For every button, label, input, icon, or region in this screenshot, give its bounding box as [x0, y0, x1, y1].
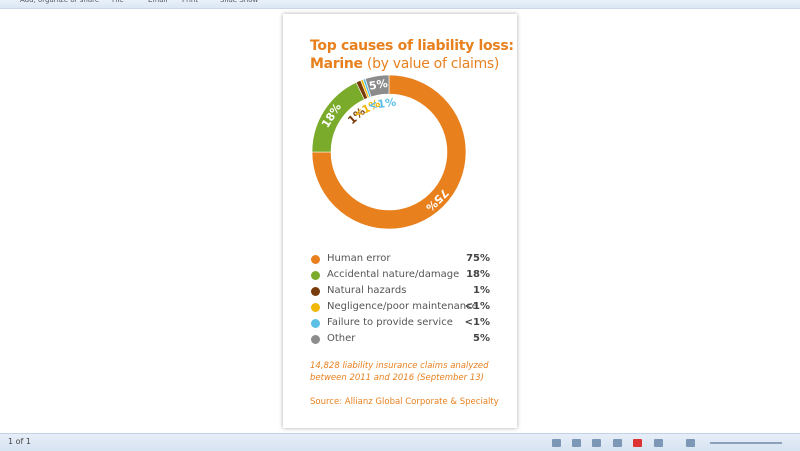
legend-marker [311, 319, 320, 328]
legend-value: <1% [464, 301, 490, 312]
legend-marker [311, 255, 320, 264]
legend-value: <1% [464, 317, 490, 328]
toolbar-item[interactable]: Email [148, 0, 168, 4]
chart-subtitle: Marine (by value of claims) [310, 56, 499, 72]
legend-marker [311, 271, 320, 280]
legend-value: 5% [473, 333, 490, 344]
slideshow-button[interactable] [654, 439, 663, 447]
page-indicator: 1 of 1 [8, 437, 31, 446]
legend-value: 1% [473, 285, 490, 296]
subtitle: Marine [310, 56, 363, 72]
legend-label: Negligence/poor maintenance [327, 301, 478, 312]
donut-segment [364, 74, 390, 98]
status-bar: 1 of 1 [0, 433, 800, 451]
legend-row: Negligence/poor maintenance <1% [310, 300, 490, 316]
legend-label: Failure to provide service [327, 317, 453, 328]
chart-title: Top causes of liability loss: [310, 38, 514, 54]
legend-label: Accidental nature/damage [327, 269, 460, 280]
toolbar-item[interactable]: Print [182, 0, 199, 4]
fit-button[interactable] [686, 439, 695, 447]
toolbar: Add, organize or share File Email Print Slid… [0, 0, 800, 9]
segment-label: <1% [368, 96, 397, 113]
zoom-slider[interactable] [710, 442, 782, 444]
subtitle-note: (by value of claims) [366, 56, 500, 72]
source: Source: Allianz Global Corporate & Speci… [310, 397, 499, 407]
donut-segment [311, 74, 467, 230]
toolbar-item[interactable]: File [112, 0, 124, 4]
legend-row: Other 5% [310, 332, 490, 348]
toolbar-item[interactable]: Slide Show [220, 0, 259, 4]
legend-marker [311, 335, 320, 344]
legend: Human error 75% Accidental nature/damage 18… [310, 252, 490, 348]
legend-marker [311, 287, 320, 296]
toolbar-item[interactable]: Add, organize or share [20, 0, 100, 4]
delete-button[interactable] [633, 439, 642, 447]
rotate-right-button[interactable] [613, 439, 622, 447]
legend-label: Human error [327, 253, 391, 264]
legend-label: Other [327, 333, 356, 344]
legend-label: Natural hazards [327, 285, 407, 296]
next-button[interactable] [572, 439, 581, 447]
legend-marker [311, 303, 320, 312]
note: 14,828 liability insurance claims analyz… [310, 361, 489, 383]
legend-value: 18% [466, 269, 490, 280]
legend-row: Human error 75% [310, 252, 490, 268]
legend-row: Accidental nature/damage 18% [310, 268, 490, 284]
segment-label: 5% [368, 77, 388, 93]
donut-chart: 75%18% 1%<1%<1%5% [311, 74, 467, 230]
legend-row: Natural hazards 1% [310, 284, 490, 300]
first-button[interactable] [552, 439, 561, 447]
image-card: Top causes of liability loss: Marine (by… [283, 14, 517, 428]
legend-row: Failure to provide service <1% [310, 316, 490, 332]
legend-value: 75% [466, 253, 490, 264]
rotate-left-button[interactable] [592, 439, 601, 447]
